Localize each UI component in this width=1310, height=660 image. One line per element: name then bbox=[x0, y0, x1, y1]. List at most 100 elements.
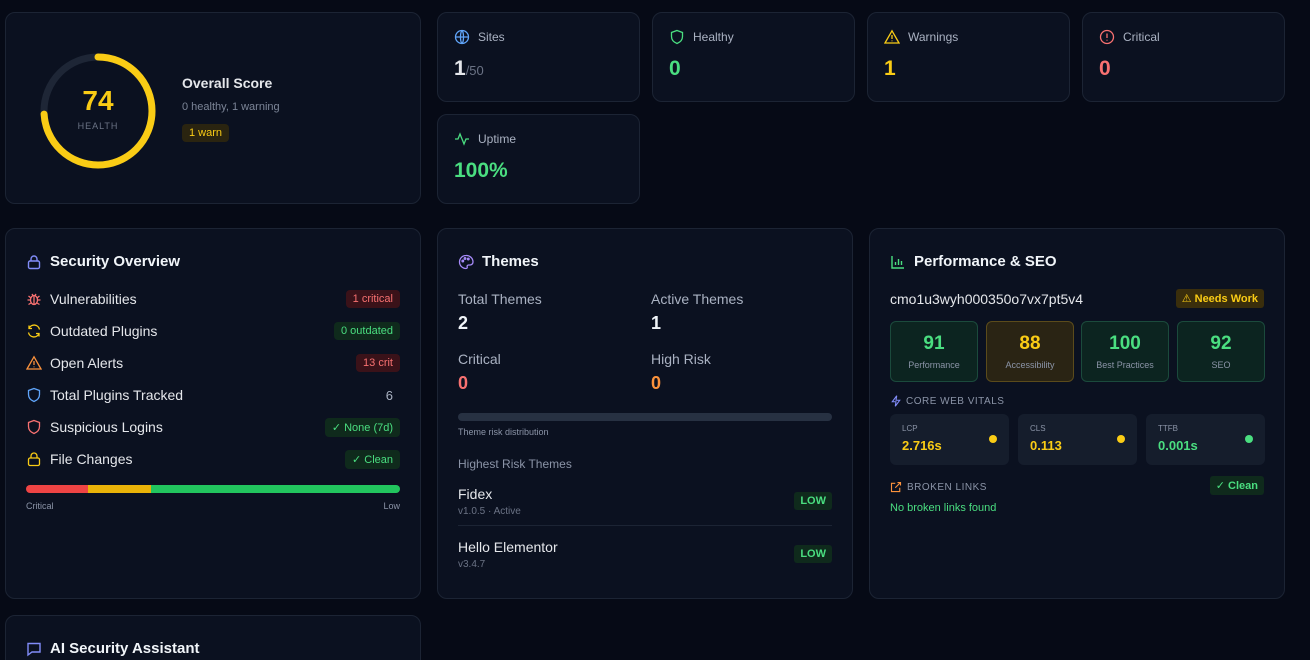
warn-badge: 1 warn bbox=[182, 124, 230, 142]
cwv-title: CORE WEB VITALS bbox=[906, 395, 1005, 407]
score-title: Overall Score bbox=[182, 75, 273, 91]
sites-label: Sites bbox=[478, 30, 505, 44]
high-risk-themes-stat: High Risk 0 bbox=[651, 351, 711, 394]
score-value: 100 bbox=[1109, 333, 1141, 354]
score-seo[interactable]: 92 SEO bbox=[1177, 321, 1265, 382]
warning-triangle-icon bbox=[884, 29, 900, 44]
security-row-suspicious-logins[interactable]: Suspicious Logins ✓ None (7d) bbox=[26, 416, 400, 438]
score-label: Performance bbox=[908, 360, 960, 370]
security-overview-panel: Security Overview Vulnerabilities 1 crit… bbox=[5, 228, 421, 599]
bug-icon bbox=[27, 293, 41, 306]
security-row-value: 13 crit bbox=[356, 354, 400, 372]
risk-critical-label: Critical bbox=[26, 501, 54, 511]
status-dot bbox=[1245, 435, 1253, 443]
security-row-value: 1 critical bbox=[345, 290, 400, 308]
critical-themes-label: Critical bbox=[458, 351, 501, 367]
broken-links-title: BROKEN LINKS bbox=[907, 481, 987, 493]
uptime-stat-card[interactable]: Uptime 100% bbox=[437, 114, 640, 204]
sites-stat-card[interactable]: Sites 1/50 bbox=[437, 12, 640, 102]
critical-stat-card[interactable]: Critical 0 bbox=[1082, 12, 1285, 102]
active-themes-value: 1 bbox=[651, 313, 662, 333]
security-row-label: Suspicious Logins bbox=[50, 419, 163, 435]
lock-icon bbox=[27, 452, 41, 467]
theme-risk-distribution-bar bbox=[458, 413, 832, 421]
security-title: Security Overview bbox=[50, 253, 181, 270]
score-value: 91 bbox=[923, 333, 945, 354]
uptime-value: 100% bbox=[454, 159, 508, 182]
critical-value: 0 bbox=[1099, 57, 1111, 80]
bar-chart-icon bbox=[891, 255, 904, 269]
total-themes-value: 2 bbox=[458, 313, 469, 333]
score-best-practices[interactable]: 100 Best Practices bbox=[1081, 321, 1169, 382]
high-risk-label: High Risk bbox=[651, 351, 711, 367]
status-dot bbox=[989, 435, 997, 443]
warnings-stat-card[interactable]: Warnings 1 bbox=[867, 12, 1070, 102]
chat-bubble-icon bbox=[27, 642, 41, 656]
security-row-vulnerabilities[interactable]: Vulnerabilities 1 critical bbox=[26, 288, 400, 310]
security-row-label: Outdated Plugins bbox=[50, 323, 158, 339]
health-ring: 74 HEALTH bbox=[36, 49, 160, 173]
high-risk-value: 0 bbox=[651, 373, 662, 393]
security-row-label: Open Alerts bbox=[50, 355, 124, 371]
cwv-value: 2.716s bbox=[902, 438, 942, 453]
security-row-value: 0 outdated bbox=[334, 322, 400, 340]
ai-assistant-panel: AI Security Assistant bbox=[5, 615, 421, 660]
broken-links-badge: ✓ Clean bbox=[1209, 476, 1264, 495]
cwv-key: TTFB bbox=[1158, 424, 1178, 433]
health-label: HEALTH bbox=[77, 121, 119, 131]
status-dot bbox=[1117, 435, 1125, 443]
activity-icon bbox=[455, 132, 469, 146]
overall-score-card: 74 HEALTH Overall Score 0 healthy, 1 war… bbox=[5, 12, 421, 204]
sites-value: 1 bbox=[454, 57, 466, 80]
shield-icon bbox=[27, 387, 41, 403]
security-row-open-alerts[interactable]: Open Alerts 13 crit bbox=[26, 352, 400, 374]
themes-title: Themes bbox=[482, 253, 539, 270]
score-label: Best Practices bbox=[1096, 360, 1154, 370]
security-row-total-plugins[interactable]: Total Plugins Tracked 6 bbox=[26, 384, 400, 406]
warnings-label: Warnings bbox=[908, 30, 959, 44]
security-row-file-changes[interactable]: File Changes ✓ Clean bbox=[26, 448, 400, 470]
performance-title: Performance & SEO bbox=[914, 253, 1057, 270]
score-value: 92 bbox=[1210, 333, 1232, 354]
healthy-label: Healthy bbox=[693, 30, 734, 44]
needs-work-badge: ⚠ Needs Work bbox=[1175, 289, 1264, 308]
theme-name: Hello Elementor bbox=[458, 539, 558, 555]
security-row-outdated-plugins[interactable]: Outdated Plugins 0 outdated bbox=[26, 320, 400, 342]
score-value: 88 bbox=[1019, 333, 1041, 354]
cwv-key: LCP bbox=[902, 424, 918, 433]
score-label: SEO bbox=[1211, 360, 1231, 370]
distribution-label: Theme risk distribution bbox=[458, 427, 549, 437]
cwv-cls[interactable]: CLS 0.113 bbox=[1018, 414, 1137, 465]
site-id: cmo1u3wyh000350o7vx7pt5v4 bbox=[890, 291, 1084, 307]
score-label: Accessibility bbox=[1005, 360, 1055, 370]
theme-meta: v3.4.7 bbox=[458, 559, 486, 570]
healthy-value: 0 bbox=[669, 57, 681, 80]
critical-themes-stat: Critical 0 bbox=[458, 351, 501, 394]
risk-scale-bar bbox=[26, 485, 400, 493]
warning-triangle-icon bbox=[26, 355, 42, 370]
total-themes-stat: Total Themes 2 bbox=[458, 291, 542, 334]
healthy-stat-card[interactable]: Healthy 0 bbox=[652, 12, 855, 102]
refresh-icon bbox=[27, 324, 41, 338]
active-themes-stat: Active Themes 1 bbox=[651, 291, 743, 334]
security-row-value: 6 bbox=[385, 387, 393, 403]
performance-seo-panel: Performance & SEO cmo1u3wyh000350o7vx7pt… bbox=[869, 228, 1285, 599]
total-themes-label: Total Themes bbox=[458, 291, 542, 307]
score-accessibility[interactable]: 88 Accessibility bbox=[986, 321, 1074, 382]
lightning-icon bbox=[891, 395, 901, 407]
active-themes-label: Active Themes bbox=[651, 291, 744, 307]
shield-icon bbox=[670, 29, 684, 45]
theme-risk-badge: LOW bbox=[794, 492, 832, 510]
alert-circle-icon bbox=[1099, 29, 1115, 45]
palette-icon bbox=[458, 254, 474, 269]
globe-icon bbox=[454, 29, 470, 45]
cwv-lcp[interactable]: LCP 2.716s bbox=[890, 414, 1009, 465]
cwv-key: CLS bbox=[1030, 424, 1046, 433]
theme-item-fidex[interactable]: Fidex v1.0.5 · Active LOW bbox=[458, 486, 832, 530]
risk-low-label: Low bbox=[383, 501, 400, 511]
score-performance[interactable]: 91 Performance bbox=[890, 321, 978, 382]
theme-risk-badge: LOW bbox=[794, 545, 832, 563]
theme-item-hello-elementor[interactable]: Hello Elementor v3.4.7 LOW bbox=[458, 539, 832, 583]
cwv-ttfb[interactable]: TTFB 0.001s bbox=[1146, 414, 1265, 465]
security-row-label: File Changes bbox=[50, 451, 133, 467]
